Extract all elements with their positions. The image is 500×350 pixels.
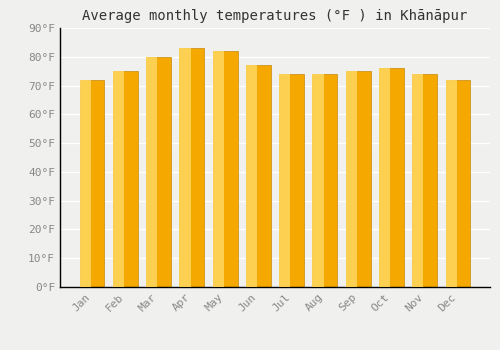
Bar (379, 68, 390, 287)
Bar (146, 57, 158, 287)
Bar (180, 48, 190, 287)
Bar (113, 71, 138, 287)
Title: Average monthly temperatures (°F ) in Khānāpur: Average monthly temperatures (°F ) in Kh… (82, 9, 468, 23)
Bar (346, 71, 357, 287)
Bar (446, 80, 470, 287)
Bar (312, 74, 338, 287)
Bar (113, 71, 124, 287)
Bar (246, 65, 257, 287)
Bar (212, 51, 224, 287)
Bar (212, 51, 238, 287)
Bar (80, 80, 91, 287)
Bar (146, 57, 171, 287)
Bar (180, 48, 204, 287)
Bar (412, 74, 424, 287)
Bar (379, 68, 404, 287)
Bar (279, 74, 290, 287)
Bar (446, 80, 456, 287)
Bar (246, 65, 271, 287)
Bar (412, 74, 437, 287)
Bar (312, 74, 324, 287)
Bar (346, 71, 370, 287)
Bar (279, 74, 304, 287)
Bar (80, 80, 104, 287)
